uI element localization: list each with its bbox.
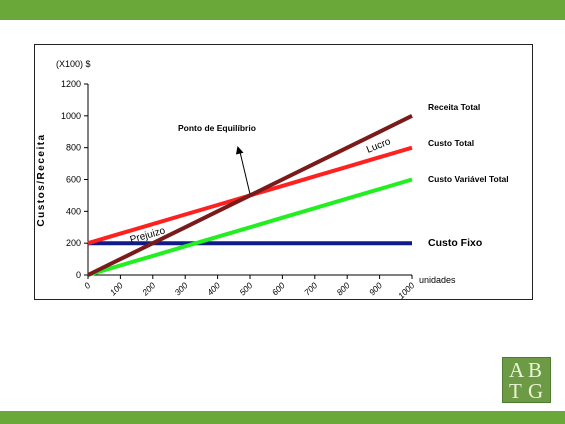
x-tick-label: 100 xyxy=(108,280,125,297)
logo-letter-a: A xyxy=(509,358,525,382)
x-tick-label: 800 xyxy=(335,280,352,297)
x-axis-label: unidades xyxy=(419,275,456,285)
y-tick-label: 200 xyxy=(66,238,81,248)
y-ticks: 0 200 400 600 800 1000 1200 xyxy=(61,79,88,280)
bottom-band xyxy=(0,411,565,424)
y-tick-label: 1000 xyxy=(61,111,81,121)
series-lines xyxy=(87,114,413,277)
x-ticks: 0 100 200 300 400 500 600 700 800 900 1000 xyxy=(82,275,417,301)
x-tick-label: 900 xyxy=(367,280,384,297)
y-tick-label: 0 xyxy=(76,270,81,280)
break-even-arrow xyxy=(239,151,251,195)
custo-variavel-total-line xyxy=(87,177,413,277)
x-tick-label: 0 xyxy=(82,280,93,291)
x-tick-label: 300 xyxy=(173,280,190,297)
top-band xyxy=(0,0,565,20)
legend-custo-fixo: Custo Fixo xyxy=(428,237,482,249)
logo-letter-t: T xyxy=(509,379,522,403)
x-tick-label: 1000 xyxy=(396,280,417,301)
x-tick-label: 600 xyxy=(270,280,287,297)
y-unit-label: (X100) $ xyxy=(56,59,91,69)
arrow-head-icon xyxy=(236,146,244,155)
receita-total-line xyxy=(87,114,413,277)
chart-axes xyxy=(87,84,412,276)
legend-custo-variavel-total: Custo Variável Total xyxy=(428,174,509,184)
chart-frame xyxy=(34,44,533,300)
y-tick-label: 400 xyxy=(66,206,81,216)
y-tick-label: 800 xyxy=(66,143,81,153)
abtg-logo: A B T G xyxy=(502,357,551,403)
break-even-label: Ponto de Equilíbrio xyxy=(178,123,256,133)
logo-letter-b: B xyxy=(528,358,543,382)
legend-receita-total: Receita Total xyxy=(428,102,480,112)
legend-custo-total: Custo Total xyxy=(428,138,474,148)
x-tick-label: 200 xyxy=(139,280,157,298)
x-tick-label: 500 xyxy=(237,280,254,297)
y-axis-label: Custos/Receita xyxy=(36,133,47,226)
y-tick-label: 1200 xyxy=(61,79,81,89)
y-tick-label: 600 xyxy=(66,175,81,185)
x-tick-label: 700 xyxy=(302,280,319,297)
logo-letter-g: G xyxy=(528,379,544,403)
x-tick-label: 400 xyxy=(205,280,222,297)
